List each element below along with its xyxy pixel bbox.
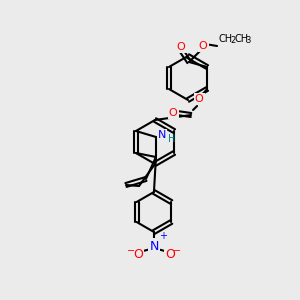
- Text: O: O: [195, 94, 203, 104]
- Text: +: +: [159, 231, 167, 241]
- Text: 3: 3: [245, 36, 250, 45]
- Text: 2: 2: [230, 36, 235, 45]
- Text: CH: CH: [234, 34, 248, 44]
- Text: −: −: [173, 246, 181, 256]
- Text: N: N: [158, 130, 166, 140]
- Text: CH: CH: [218, 34, 232, 44]
- Text: −: −: [127, 246, 135, 256]
- Text: O: O: [165, 248, 175, 260]
- Text: O: O: [169, 108, 177, 118]
- Text: N: N: [149, 239, 159, 253]
- Text: O: O: [199, 41, 207, 51]
- Text: O: O: [177, 42, 185, 52]
- Text: O: O: [133, 248, 143, 260]
- Text: H: H: [168, 134, 175, 144]
